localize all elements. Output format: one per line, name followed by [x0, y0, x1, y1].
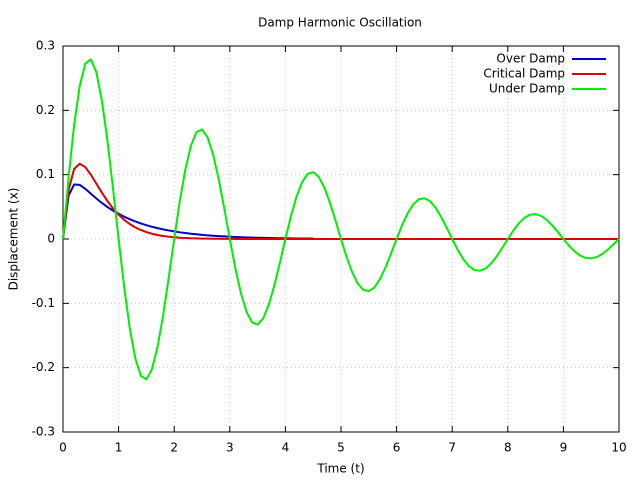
x-tick-label: 6 [393, 441, 401, 455]
x-tick-label: 7 [448, 441, 456, 455]
y-tick-label: 0.3 [36, 39, 55, 53]
y-tick-label: -0.3 [32, 425, 55, 439]
x-tick-label: 0 [59, 441, 67, 455]
y-tick-label: 0 [47, 232, 55, 246]
x-tick-label: 10 [611, 441, 626, 455]
chart-title: Damp Harmonic Oscillation [258, 16, 422, 30]
x-tick-label: 3 [226, 441, 234, 455]
x-tick-label: 9 [560, 441, 568, 455]
y-tick-label: -0.1 [32, 296, 55, 310]
y-tick-label: 0.2 [36, 103, 55, 117]
legend-label: Under Damp [489, 82, 565, 96]
x-axis-label: Time (t) [316, 462, 364, 476]
y-tick-label: -0.2 [32, 360, 55, 374]
x-tick-label: 2 [170, 441, 178, 455]
x-tick-label: 4 [282, 441, 290, 455]
legend-label: Over Damp [496, 52, 565, 66]
y-tick-label: 0.1 [36, 167, 55, 181]
x-tick-label: 8 [504, 441, 512, 455]
x-tick-label: 1 [115, 441, 123, 455]
legend-label: Critical Damp [483, 67, 565, 81]
series-line [62, 183, 314, 240]
x-tick-label: 5 [337, 441, 345, 455]
y-axis-label: Displacement (x) [7, 188, 21, 291]
series-line [62, 58, 620, 381]
